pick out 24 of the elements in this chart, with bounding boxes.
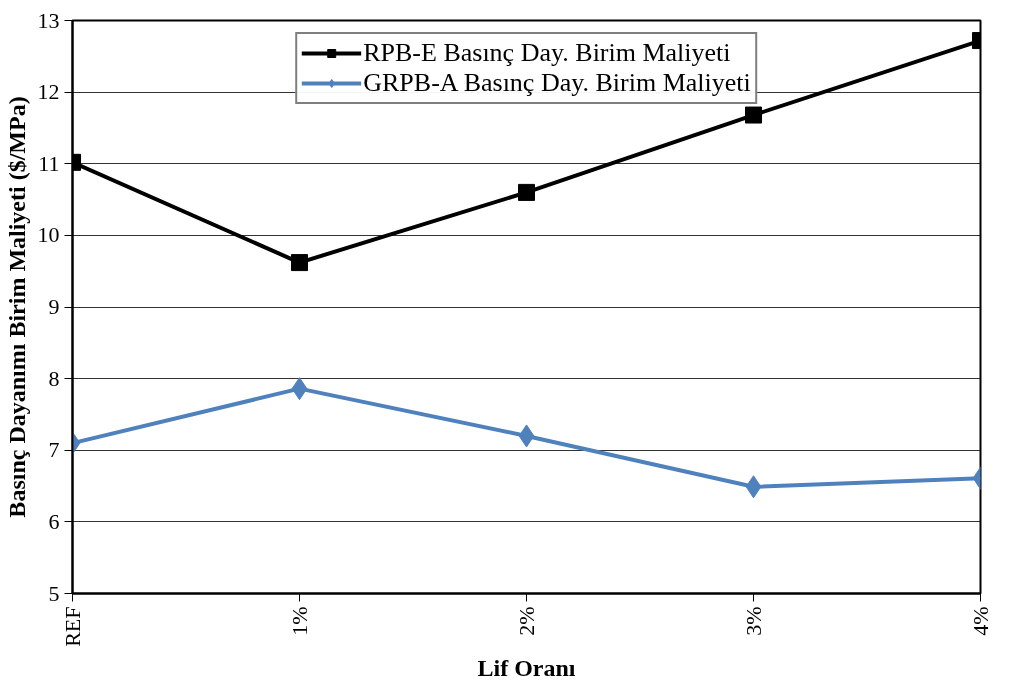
y-tick-label: 12	[37, 79, 60, 105]
y-tick-label: 6	[48, 508, 60, 534]
point	[291, 254, 308, 272]
y-tick-label: 8	[48, 365, 60, 391]
x-axis-title: Lif Oranı	[477, 654, 576, 681]
x-tick-label: REF	[60, 606, 85, 647]
point	[745, 475, 762, 499]
y-tick-label: 11	[38, 150, 60, 176]
point	[745, 106, 762, 124]
point	[291, 377, 308, 401]
y-tick-label: 10	[37, 222, 60, 248]
legend-label: GRPB-A Basınç Day. Birim Maliyeti	[363, 68, 751, 98]
x-tick-label: 3%	[741, 606, 766, 636]
point	[518, 183, 535, 201]
x-tick-label: 4%	[968, 606, 993, 636]
point	[518, 424, 535, 448]
y-tick-label: 13	[37, 7, 60, 33]
y-axis-title: Basınç Dayanımı Birim Maliyeti ($/MPa)	[3, 96, 30, 518]
x-tick-label: 2%	[514, 606, 539, 636]
y-tick-label: 9	[48, 294, 60, 319]
y-tick-label: 7	[48, 437, 60, 463]
x-tick-label: 1%	[287, 606, 312, 636]
legend-label: RPB-E Basınç Day. Birim Maliyeti	[363, 38, 731, 68]
y-tick-label: 5	[48, 580, 60, 606]
